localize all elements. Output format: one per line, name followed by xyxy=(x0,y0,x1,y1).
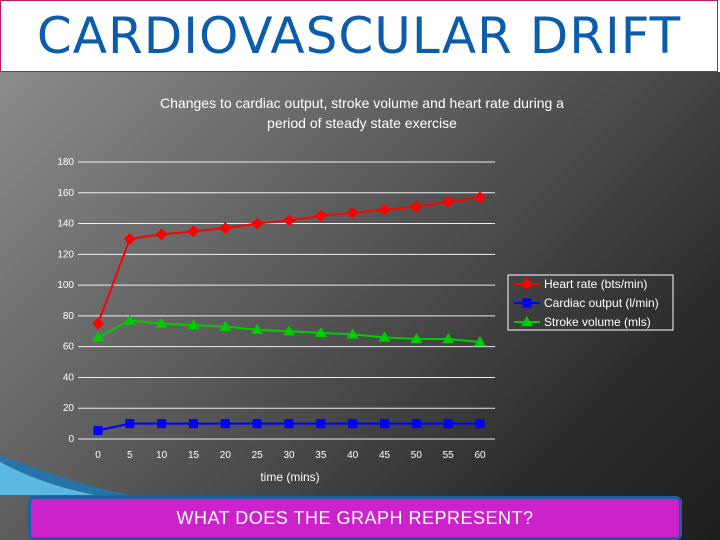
data-point-2 xyxy=(346,328,359,339)
data-point-0 xyxy=(219,222,232,235)
y-tick-label: 0 xyxy=(68,434,74,445)
data-point-1 xyxy=(316,419,326,429)
slide-title: CARDIOVASCULAR DRIFT xyxy=(36,7,682,65)
x-tick-label: 25 xyxy=(252,450,264,461)
x-tick-label: 30 xyxy=(283,450,295,461)
x-tick-label: 20 xyxy=(220,450,232,461)
legend-box xyxy=(507,274,674,331)
title-box: CARDIOVASCULAR DRIFT xyxy=(0,0,718,72)
x-tick-label: 60 xyxy=(474,450,486,461)
data-point-0 xyxy=(155,228,168,241)
data-point-2 xyxy=(155,317,168,328)
chart-title-line: Changes to cardiac output, stroke volume… xyxy=(160,95,564,111)
data-point-2 xyxy=(314,326,327,338)
x-tick-label: 45 xyxy=(379,450,391,461)
data-point-0 xyxy=(251,217,264,230)
y-tick-label: 20 xyxy=(63,403,75,414)
data-point-2 xyxy=(378,331,391,342)
data-point-2 xyxy=(219,320,232,331)
data-point-0 xyxy=(92,317,104,330)
data-point-0 xyxy=(410,200,423,213)
y-tick-label: 160 xyxy=(57,188,74,199)
y-tick-label: 120 xyxy=(57,249,74,260)
legend-marker xyxy=(521,278,533,290)
x-tick-label: 40 xyxy=(347,450,359,461)
x-tick-label: 10 xyxy=(156,450,168,461)
data-point-1 xyxy=(189,419,198,429)
data-point-1 xyxy=(380,419,389,429)
data-point-2 xyxy=(474,336,486,347)
x-tick-label: 35 xyxy=(315,450,327,461)
data-point-2 xyxy=(283,325,295,336)
data-point-0 xyxy=(314,209,327,222)
decorative-swoosh-light xyxy=(0,462,95,495)
x-axis-label: time (mins) xyxy=(260,470,319,484)
data-point-1 xyxy=(125,419,135,429)
data-point-1 xyxy=(252,419,262,429)
legend-label: Heart rate (bts/min) xyxy=(544,277,647,291)
data-point-2 xyxy=(123,314,136,325)
data-point-1 xyxy=(157,419,167,429)
data-point-1 xyxy=(443,419,453,429)
data-point-0 xyxy=(346,206,359,219)
y-tick-label: 100 xyxy=(57,280,74,291)
data-point-1 xyxy=(411,419,421,429)
question-box: WHAT DOES THE GRAPH REPRESENT? xyxy=(28,496,682,540)
legend-marker xyxy=(522,298,532,308)
question-text: WHAT DOES THE GRAPH REPRESENT? xyxy=(176,507,534,528)
data-point-0 xyxy=(187,225,200,238)
x-tick-label: 50 xyxy=(411,450,423,461)
y-tick-label: 60 xyxy=(63,342,75,353)
data-point-2 xyxy=(92,331,104,342)
data-point-2 xyxy=(442,332,455,344)
y-tick-label: 40 xyxy=(63,372,75,383)
data-point-1 xyxy=(220,419,230,429)
data-point-0 xyxy=(378,203,391,216)
data-point-1 xyxy=(93,426,103,436)
x-tick-label: 5 xyxy=(127,450,133,461)
data-point-0 xyxy=(442,196,455,209)
data-point-1 xyxy=(284,419,294,429)
chart-title-line: period of steady state exercise xyxy=(267,115,457,131)
data-point-0 xyxy=(283,214,295,227)
x-tick-label: 0 xyxy=(95,450,101,461)
data-point-2 xyxy=(251,323,264,334)
data-point-2 xyxy=(187,319,200,330)
legend-label: Stroke volume (mls) xyxy=(544,315,651,329)
data-point-2 xyxy=(410,332,423,344)
data-point-0 xyxy=(123,232,136,245)
data-point-1 xyxy=(475,419,485,429)
slide-body: Changes to cardiac output, stroke volume… xyxy=(0,72,720,540)
x-tick-label: 55 xyxy=(443,450,455,461)
legend-marker xyxy=(521,316,533,327)
line-chart: Changes to cardiac output, stroke volume… xyxy=(0,95,674,495)
y-tick-label: 80 xyxy=(63,311,75,322)
data-point-1 xyxy=(348,419,358,429)
legend-label: Cardiac output (l/min) xyxy=(544,296,659,310)
x-tick-label: 15 xyxy=(188,450,200,461)
y-tick-label: 180 xyxy=(57,157,74,168)
data-point-0 xyxy=(474,191,486,204)
y-tick-label: 140 xyxy=(57,219,74,230)
